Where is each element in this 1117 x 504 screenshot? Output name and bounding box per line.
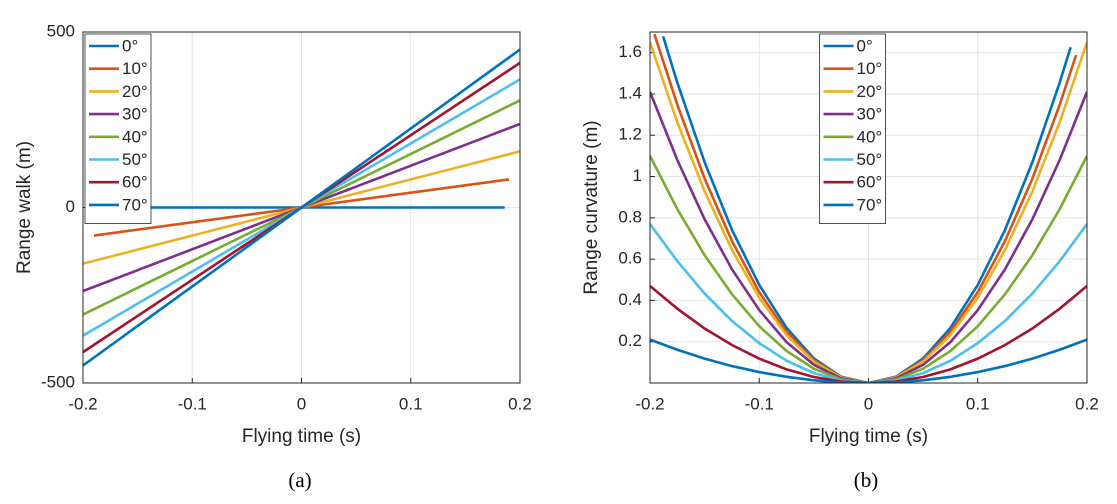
data-line <box>650 41 1087 383</box>
legend: 0° 10° 20° 30° 40° 50° 60° 70° <box>84 33 152 225</box>
x-axis-label: Flying time (s) <box>809 426 928 447</box>
y-tick-label: 500 <box>47 21 75 40</box>
legend: 0° 10° 20° 30° 40° 50° 60° 70° <box>819 33 886 225</box>
legend-label: 50° <box>857 150 883 169</box>
y-tick-label: 1 <box>633 166 642 185</box>
legend-label: 40° <box>122 127 148 146</box>
legend-label: 10° <box>122 59 148 78</box>
subplot: -0.2 -0.1 0 0.1 0.2 -500 0 500 0° 10° 20° 30° 40° 50°… <box>14 21 532 491</box>
axes-box <box>82 31 521 384</box>
legend-box <box>819 33 886 225</box>
y-tick-label: 0 <box>66 197 75 216</box>
axes-box <box>649 31 1088 384</box>
legend-box <box>84 33 152 225</box>
legend-label: 20° <box>122 82 148 101</box>
x-tick-label: -0.1 <box>178 394 207 413</box>
x-tick-label: -0.2 <box>635 394 664 413</box>
data-line <box>661 35 1072 383</box>
data-line <box>650 284 1087 383</box>
caption: (a) <box>288 468 311 492</box>
y-axis-label: Range walk (m) <box>14 141 35 274</box>
legend-label: 70° <box>857 195 883 214</box>
x-tick-label: 0.1 <box>966 394 990 413</box>
legend-label: 20° <box>857 82 883 101</box>
data-line <box>653 33 1078 383</box>
legend-label: 60° <box>857 173 883 192</box>
x-tick-label: -0.2 <box>68 394 97 413</box>
data-line <box>650 223 1087 383</box>
y-tick-label: 0.2 <box>618 331 642 350</box>
x-tick-label: 0 <box>864 394 873 413</box>
data-line <box>650 91 1087 383</box>
y-tick-label: 1.2 <box>618 125 642 144</box>
x-tick-label: 0.1 <box>399 394 423 413</box>
legend-label: 50° <box>122 150 148 169</box>
legend-label: 10° <box>857 59 883 78</box>
y-tick-label: 0.6 <box>618 249 642 268</box>
y-tick-label: 1.4 <box>618 83 642 102</box>
legend-label: 70° <box>122 195 148 214</box>
data-line <box>83 48 520 367</box>
legend-label: 30° <box>122 105 148 124</box>
x-tick-label: 0.2 <box>508 394 532 413</box>
data-line <box>650 338 1087 383</box>
legend-label: 60° <box>122 173 148 192</box>
x-tick-label: 0.2 <box>1075 394 1099 413</box>
y-tick-label: 0.4 <box>618 290 642 309</box>
caption: (b) <box>854 468 879 492</box>
x-axis-label: Flying time (s) <box>242 426 361 447</box>
y-tick-label: 1.6 <box>618 42 642 61</box>
legend-label: 0° <box>122 36 138 55</box>
subplot: -0.2 -0.1 0 0.1 0.2 0.2 0.4 0.6 0.8 1 1.2 1.4 1.6 0° 1… <box>581 31 1099 492</box>
y-tick-label: 0.8 <box>618 207 642 226</box>
legend-label: 0° <box>857 36 873 55</box>
y-tick-label: -500 <box>41 372 75 391</box>
data-line <box>650 155 1087 383</box>
y-axis-label: Range curvature (m) <box>581 120 602 294</box>
legend-label: 40° <box>857 127 883 146</box>
legend-label: 30° <box>857 105 883 124</box>
x-tick-label: 0 <box>297 394 306 413</box>
x-tick-label: -0.1 <box>745 394 774 413</box>
